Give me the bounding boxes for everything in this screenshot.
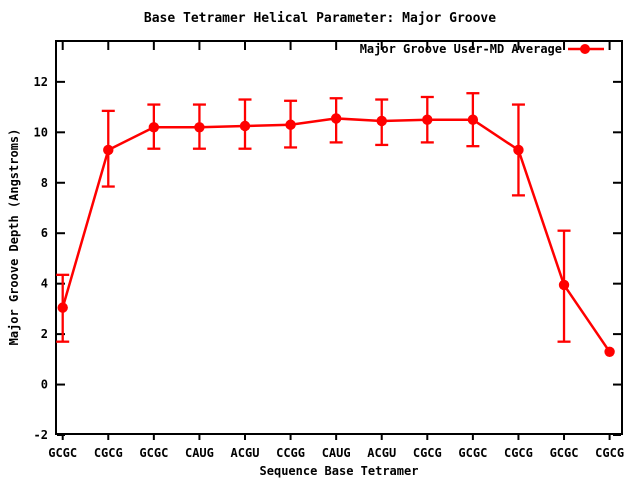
x-tick-label: CCGG (276, 446, 305, 460)
data-point (57, 302, 68, 313)
x-tick-label: GCGC (550, 446, 579, 460)
x-tick-label: GCGC (48, 446, 77, 460)
data-point (558, 279, 570, 291)
legend-line-marker-icon (568, 44, 604, 54)
data-point (513, 144, 524, 156)
x-tick-label: GCGC (139, 446, 168, 460)
data-point (103, 144, 114, 156)
x-axis-label: Sequence Base Tetramer (259, 464, 419, 478)
x-tick-label: CAUG (185, 446, 214, 460)
x-tick-label: CGCG (504, 446, 533, 460)
x-tick-label: ACGU (367, 446, 396, 460)
x-tick-label: ACGU (231, 446, 260, 460)
y-tick-label: 12 (34, 75, 48, 89)
x-tick-label: CGCG (94, 446, 123, 460)
y-tick-label: 8 (41, 176, 48, 190)
y-axis-label: Major Groove Depth (Angstroms) (7, 128, 21, 346)
data-point (239, 120, 251, 132)
y-tick-label: 4 (41, 277, 48, 291)
legend: Major Groove User-MD Average (360, 42, 604, 56)
data-point (148, 122, 160, 133)
data-point (376, 115, 387, 127)
data-point (604, 346, 615, 357)
data-point (285, 119, 296, 130)
series-line (61, 117, 611, 353)
data-point (194, 122, 205, 133)
legend-label: Major Groove User-MD Average (359, 42, 562, 56)
y-tick-label: -2 (34, 428, 48, 442)
data-point (467, 114, 479, 125)
x-tick-label: GCGC (458, 446, 487, 460)
data-point (330, 113, 342, 124)
x-tick-label: CGCG (413, 446, 442, 460)
x-tick-label: CAUG (322, 446, 351, 460)
y-tick-label: 2 (41, 327, 48, 341)
y-tick-label: 6 (41, 226, 48, 240)
y-tick-label: 0 (41, 378, 48, 392)
x-tick-label: CGCG (595, 446, 624, 460)
data-point (422, 114, 433, 125)
plot-border (55, 40, 623, 435)
y-tick-label: 10 (34, 125, 48, 139)
chart-title: Base Tetramer Helical Parameter: Major G… (143, 11, 497, 26)
